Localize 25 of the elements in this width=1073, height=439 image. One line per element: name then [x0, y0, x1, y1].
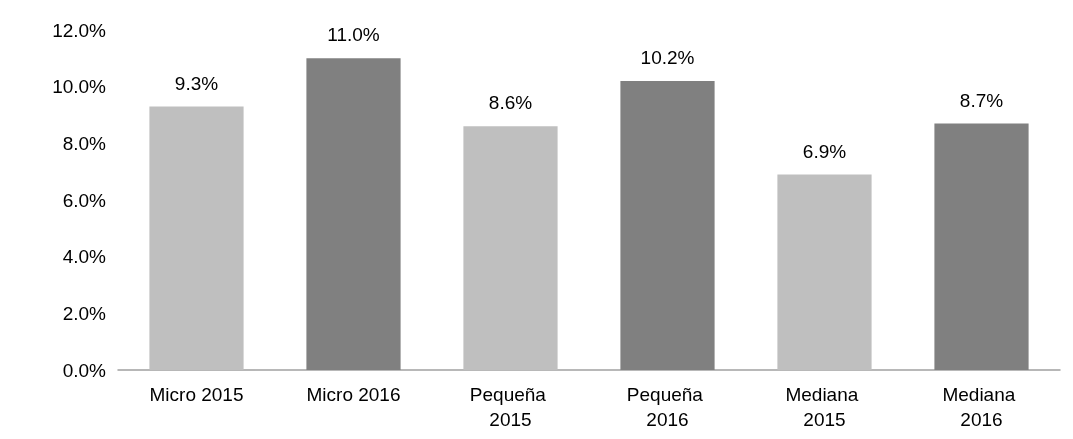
y-tick-label: 10.0% — [52, 76, 107, 98]
y-tick-label: 4.0% — [62, 246, 107, 268]
x-tick-label: Mediana 2016 — [942, 384, 1021, 430]
x-tick-label: Mediana 2015 — [785, 384, 864, 430]
data-label: 11.0% — [327, 24, 380, 46]
bar — [777, 174, 872, 370]
y-tick-label: 8.0% — [62, 132, 107, 154]
bar — [306, 58, 401, 370]
y-tick-label: 12.0% — [52, 19, 107, 41]
data-label: 9.3% — [174, 72, 219, 94]
x-tick-label: Micro 2015 — [149, 384, 244, 405]
y-tick-label: 2.0% — [62, 302, 107, 324]
data-label: 10.2% — [640, 47, 695, 68]
data-label: 8.7% — [959, 89, 1004, 111]
bar — [934, 123, 1029, 370]
data-label: 6.9% — [802, 140, 847, 162]
data-label: 8.6% — [488, 92, 533, 114]
bar — [149, 106, 244, 370]
bar — [463, 126, 558, 370]
x-tick-label: Pequeña 2016 — [626, 384, 709, 430]
y-tick-label: 6.0% — [62, 189, 107, 211]
x-tick-label: Micro 2016 — [306, 384, 401, 405]
x-tick-label: Pequeña 2015 — [469, 384, 552, 430]
y-tick-label: 0.0% — [62, 359, 107, 381]
bar — [620, 81, 715, 370]
